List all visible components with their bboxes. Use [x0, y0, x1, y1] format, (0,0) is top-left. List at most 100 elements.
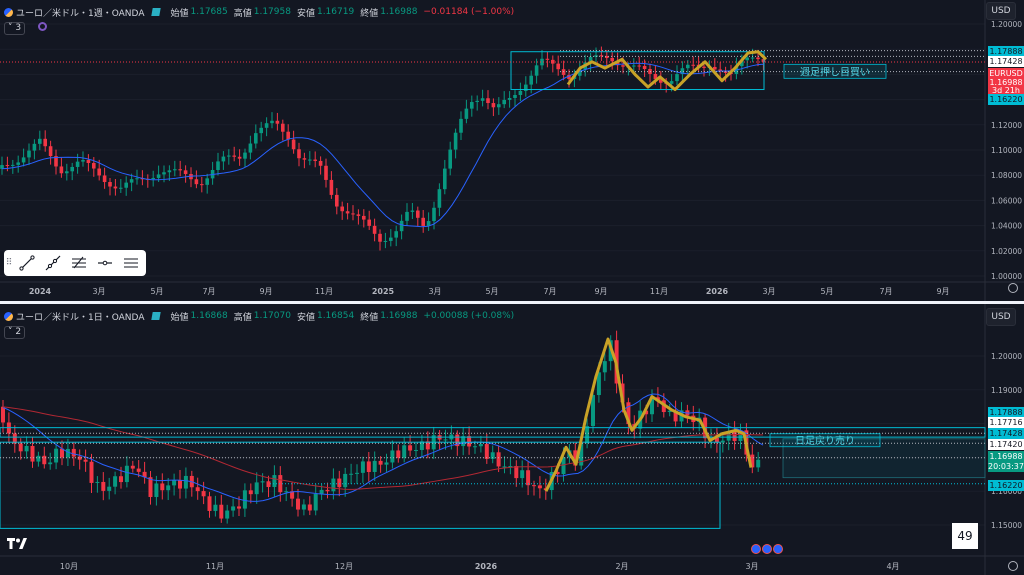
price-label: 1.16988	[988, 77, 1024, 88]
pane-divider[interactable]	[0, 301, 1024, 304]
event-flag-icon[interactable]	[762, 544, 772, 554]
high-label: 高値	[233, 8, 252, 19]
y-tick-label: 1.20000	[991, 20, 1022, 29]
ray-icon[interactable]	[40, 252, 66, 274]
weekly-symbol[interactable]: ユーロ／米ドル・1週・OANDA	[16, 8, 145, 19]
event-flag-icon[interactable]	[751, 544, 761, 554]
indicator-icon[interactable]	[38, 22, 47, 31]
candle-body	[484, 444, 489, 459]
candle-body	[296, 498, 300, 510]
candle-body	[38, 138, 42, 144]
y-tick-label: 1.00000	[991, 272, 1022, 281]
candle-body	[42, 455, 47, 465]
daily-plot[interactable]: 1.200001.190001.180001.170001.160001.150…	[0, 304, 1024, 575]
trend-line-icon[interactable]	[14, 252, 40, 274]
fib-icon[interactable]	[66, 252, 92, 274]
range-box[interactable]	[0, 441, 721, 529]
daily-symbol[interactable]: ユーロ／米ドル・1日・OANDA	[16, 312, 145, 323]
candle-body	[16, 162, 20, 165]
candle-body	[756, 57, 760, 60]
candle-body	[702, 66, 706, 68]
candle-body	[578, 69, 582, 76]
high-label: 高値	[233, 312, 252, 323]
candle-body	[254, 482, 259, 495]
candle-body	[130, 465, 135, 469]
candle-body	[669, 81, 674, 84]
candle-body	[71, 448, 76, 457]
candle-body	[653, 73, 658, 80]
candle-body	[113, 186, 118, 189]
price-label: 1.17420	[988, 439, 1024, 450]
candle-body	[384, 462, 389, 465]
candle-body	[162, 172, 166, 175]
candle-body	[248, 143, 253, 153]
candle-body	[302, 158, 307, 160]
candle-body	[0, 165, 4, 169]
candle-body	[467, 436, 472, 447]
event-flag-icon[interactable]	[773, 544, 783, 554]
parallel-channel-icon[interactable]	[118, 252, 144, 274]
candle-body	[54, 448, 59, 463]
candle-body	[567, 74, 571, 79]
wave-drawing[interactable]	[544, 337, 753, 492]
candle-body	[718, 69, 722, 72]
annotation-box[interactable]: 日足戻り売り	[769, 433, 881, 448]
weekly-plot[interactable]: 1.200001.180001.160001.140001.120001.100…	[0, 0, 1024, 301]
daily-chart-pane[interactable]: 1.200001.190001.180001.170001.160001.150…	[0, 304, 1024, 575]
high-value: 1.17958	[253, 7, 291, 17]
range-box[interactable]	[510, 51, 765, 91]
candle-body	[318, 160, 323, 166]
candle-body	[243, 152, 247, 159]
candle-body	[720, 440, 725, 443]
candle-body	[419, 441, 424, 450]
candle-body	[286, 131, 290, 140]
horizontal-line-icon[interactable]	[92, 252, 118, 274]
settings-gear-icon[interactable]	[1008, 283, 1018, 293]
indicator-toggle[interactable]: ˅ 2	[4, 326, 26, 339]
candle-body	[520, 470, 525, 479]
candle-body	[65, 448, 70, 458]
candle-body	[232, 155, 236, 157]
market-status-icon	[151, 312, 162, 320]
annotation-box[interactable]: 週足押し目買い	[783, 63, 887, 79]
currency-button[interactable]: USD	[986, 2, 1016, 20]
candle-body	[599, 55, 604, 57]
candle-body	[340, 206, 344, 212]
candle-body	[101, 481, 106, 491]
candle-body	[142, 471, 147, 478]
x-tick-label: 3月	[762, 287, 775, 296]
candle-body	[545, 58, 550, 60]
indicator-toggle[interactable]: ˅ 3	[4, 22, 26, 35]
candle-body	[514, 465, 519, 479]
candle-body	[151, 177, 155, 180]
candle-body	[426, 221, 431, 226]
tradingview-logo-icon[interactable]	[6, 536, 28, 550]
close-value: 1.16988	[380, 311, 418, 321]
candle-body	[713, 66, 717, 70]
wave-drawing[interactable]	[566, 50, 768, 92]
candle-body	[313, 493, 318, 511]
price-label: 1.17428	[988, 56, 1024, 67]
candle-body	[372, 225, 377, 234]
candle-body	[43, 138, 47, 147]
candle-body	[200, 184, 204, 186]
candle-body	[405, 211, 409, 221]
candle-body	[275, 120, 280, 124]
candle-body	[32, 143, 37, 151]
candle-body	[231, 506, 236, 511]
currency-button[interactable]: USD	[986, 308, 1016, 326]
candle-body	[732, 431, 737, 442]
drag-handle-icon[interactable]: ⠿	[5, 258, 13, 268]
candle-body	[448, 149, 452, 169]
candle-body	[518, 90, 523, 95]
candle-body	[135, 178, 139, 180]
weekly-chart-pane[interactable]: 1.200001.180001.160001.140001.120001.100…	[0, 0, 1024, 301]
candle-body	[324, 165, 328, 180]
settings-gear-icon[interactable]	[1008, 561, 1018, 571]
price-label: 1.17716	[988, 417, 1024, 428]
y-tick-label: 1.12000	[991, 121, 1022, 130]
resistance-zone[interactable]	[0, 427, 986, 438]
candle-body	[356, 214, 361, 216]
candle-body	[556, 63, 560, 70]
y-tick-label: 1.08000	[991, 171, 1022, 180]
